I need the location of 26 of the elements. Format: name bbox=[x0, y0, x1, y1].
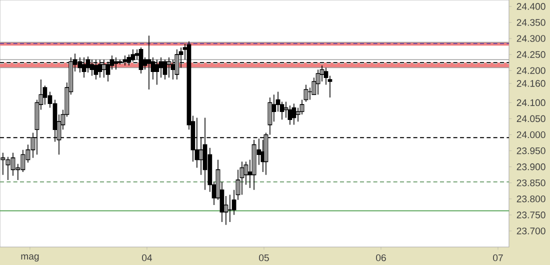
y-tick-label: 23.750 bbox=[516, 212, 546, 218]
candlestick bbox=[166, 57, 172, 78]
y-tick-label: 24.050 bbox=[516, 115, 546, 122]
y-tick-label: 24.100 bbox=[516, 99, 546, 106]
candlestick bbox=[292, 103, 296, 126]
x-tick-label: 04 bbox=[142, 254, 152, 262]
candlestick bbox=[114, 57, 118, 70]
x-tick-label: 06 bbox=[376, 254, 386, 262]
y-tick-label: 23.700 bbox=[516, 228, 546, 234]
candlestick bbox=[130, 49, 136, 62]
y-tick-label: 24.400 bbox=[516, 3, 546, 10]
x-tick-label: 07 bbox=[493, 254, 503, 262]
y-tick-label: 23.950 bbox=[516, 147, 546, 154]
y-tick-label: 24.000 bbox=[516, 131, 546, 138]
y-tick-label: 23.900 bbox=[516, 163, 546, 170]
y-tick-label: 24.350 bbox=[516, 19, 546, 26]
y-tick-label: 24.160 bbox=[516, 80, 546, 87]
y-tick-label: 23.800 bbox=[516, 196, 546, 202]
candlestick bbox=[316, 69, 320, 96]
y-tick-label: 24.250 bbox=[516, 51, 546, 58]
y-tick-label: 24.200 bbox=[516, 67, 546, 74]
y-tick-label: 23.850 bbox=[516, 179, 546, 186]
y-tick-label: 24.300 bbox=[516, 35, 546, 42]
x-tick-label: 05 bbox=[259, 254, 269, 262]
candlestick bbox=[146, 35, 152, 90]
x-tick-label: mag bbox=[21, 254, 39, 262]
